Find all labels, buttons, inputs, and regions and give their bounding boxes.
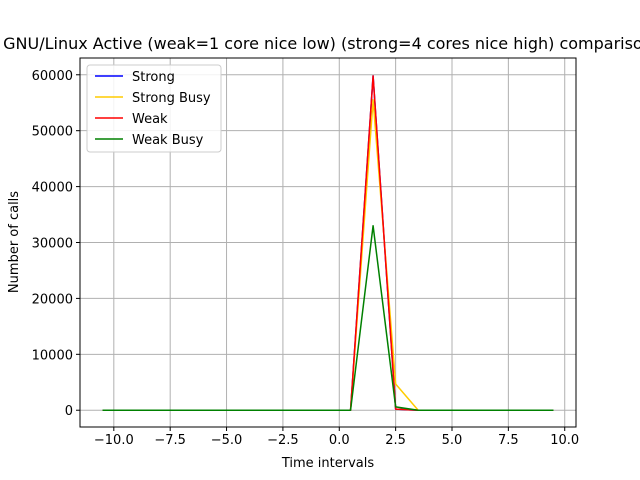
x-axis-ticks: −10.0 −7.5 −5.0 −2.5 0.0 2.5 5.0 7.5 10.0 [94,427,579,448]
y-tick-label: 40000 [32,181,73,196]
y-tick-label: 20000 [32,292,73,307]
y-tick-label: 60000 [32,69,73,84]
x-tick-label: 2.5 [385,433,406,448]
x-tick-label: 5.0 [442,433,463,448]
x-tick-label: 7.5 [498,433,519,448]
legend-label: Strong [132,70,175,85]
chart-title: GNU/Linux Active (weak=1 core nice low) … [3,34,640,53]
y-tick-label: 30000 [32,237,73,252]
y-tick-label: 50000 [32,125,73,140]
y-tick-label: 10000 [32,348,73,363]
y-axis-label: Number of calls [7,191,22,293]
x-tick-label: −5.0 [211,433,243,448]
x-axis-label: Time intervals [281,456,375,471]
x-tick-label: 0.0 [329,433,350,448]
legend-box [86,64,222,153]
y-tick-label: 0 [65,404,73,419]
x-tick-label: −10.0 [94,433,134,448]
legend-label: Weak [132,112,168,127]
y-axis-ticks: 0 10000 20000 30000 40000 50000 60000 [32,69,80,419]
legend-label: Strong Busy [132,91,211,106]
series-line-weak-busy [102,224,554,411]
x-tick-label: −2.5 [267,433,299,448]
x-tick-label: 10.0 [550,433,579,448]
legend: Strong Strong Busy Weak Weak Busy [86,64,222,153]
x-tick-label: −7.5 [154,433,186,448]
series-lines [102,75,554,411]
legend-label: Weak Busy [132,133,204,148]
